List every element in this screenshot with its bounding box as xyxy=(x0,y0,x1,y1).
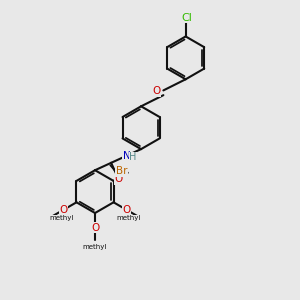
Text: Br: Br xyxy=(116,166,127,176)
Text: O: O xyxy=(153,86,161,96)
Text: N: N xyxy=(123,151,130,160)
Text: O: O xyxy=(122,205,130,215)
Text: methyl: methyl xyxy=(50,215,74,221)
Text: methyl: methyl xyxy=(83,244,107,250)
Text: O: O xyxy=(114,174,123,184)
Text: methyl: methyl xyxy=(116,215,140,221)
Text: H: H xyxy=(129,152,137,162)
Text: Cl: Cl xyxy=(182,13,193,23)
Text: O: O xyxy=(91,223,99,233)
Text: O: O xyxy=(59,205,68,215)
